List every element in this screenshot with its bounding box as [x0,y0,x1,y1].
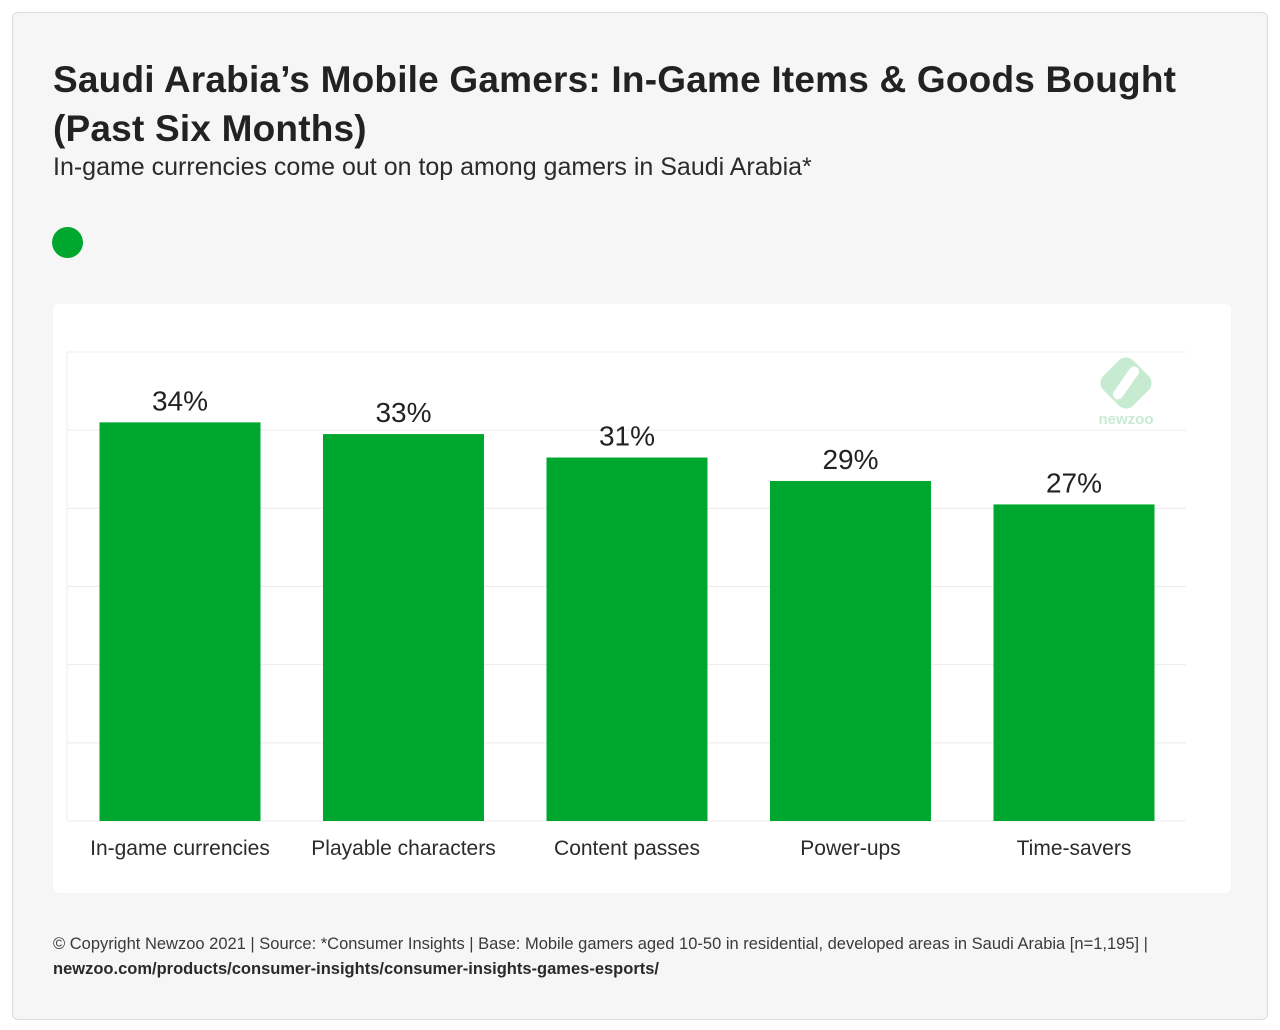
footer-text: © Copyright Newzoo 2021 | Source: *Consu… [53,935,1148,953]
category-label: Playable characters [311,837,495,860]
legend-marker [52,227,83,258]
category-label: In-game currencies [90,837,270,860]
bar [770,480,931,821]
category-label: Content passes [554,837,700,860]
bar [993,504,1155,821]
bars [99,422,1155,821]
bar-value-label: 31% [599,421,655,452]
category-label: Time-savers [1017,837,1132,860]
bar [323,434,484,821]
bar-value-label: 34% [152,385,208,416]
chart-panel: 34% 33% 31% 29% 27% In-game currencies Playab… [53,304,1231,893]
newzoo-logo-icon: newzoo [1099,357,1154,428]
category-label: Power-ups [800,837,900,860]
bar-value-label: 33% [375,397,431,428]
chart-title: Saudi Arabia’s Mobile Gamers: In-Game It… [53,59,1177,149]
footer-source: © Copyright Newzoo 2021 | Source: *Consu… [53,932,1243,982]
chart-subtitle: In-game currencies come out on top among… [53,153,812,181]
footer-link[interactable]: newzoo.com/products/consumer-insights/co… [53,960,660,978]
bar [99,422,261,821]
category-labels: In-game currencies Playable characters Con… [90,837,1131,860]
bar-value-label: 27% [1046,467,1102,498]
bar-chart: 34% 33% 31% 29% 27% In-game currencies Playab… [66,351,1186,860]
value-labels: 34% 33% 31% 29% 27% [152,385,1102,498]
bar [546,457,708,821]
bar-value-label: 29% [822,444,878,475]
chart-card: Saudi Arabia’s Mobile Gamers: In-Game It… [12,12,1268,1020]
watermark-text: newzoo [1099,411,1154,428]
